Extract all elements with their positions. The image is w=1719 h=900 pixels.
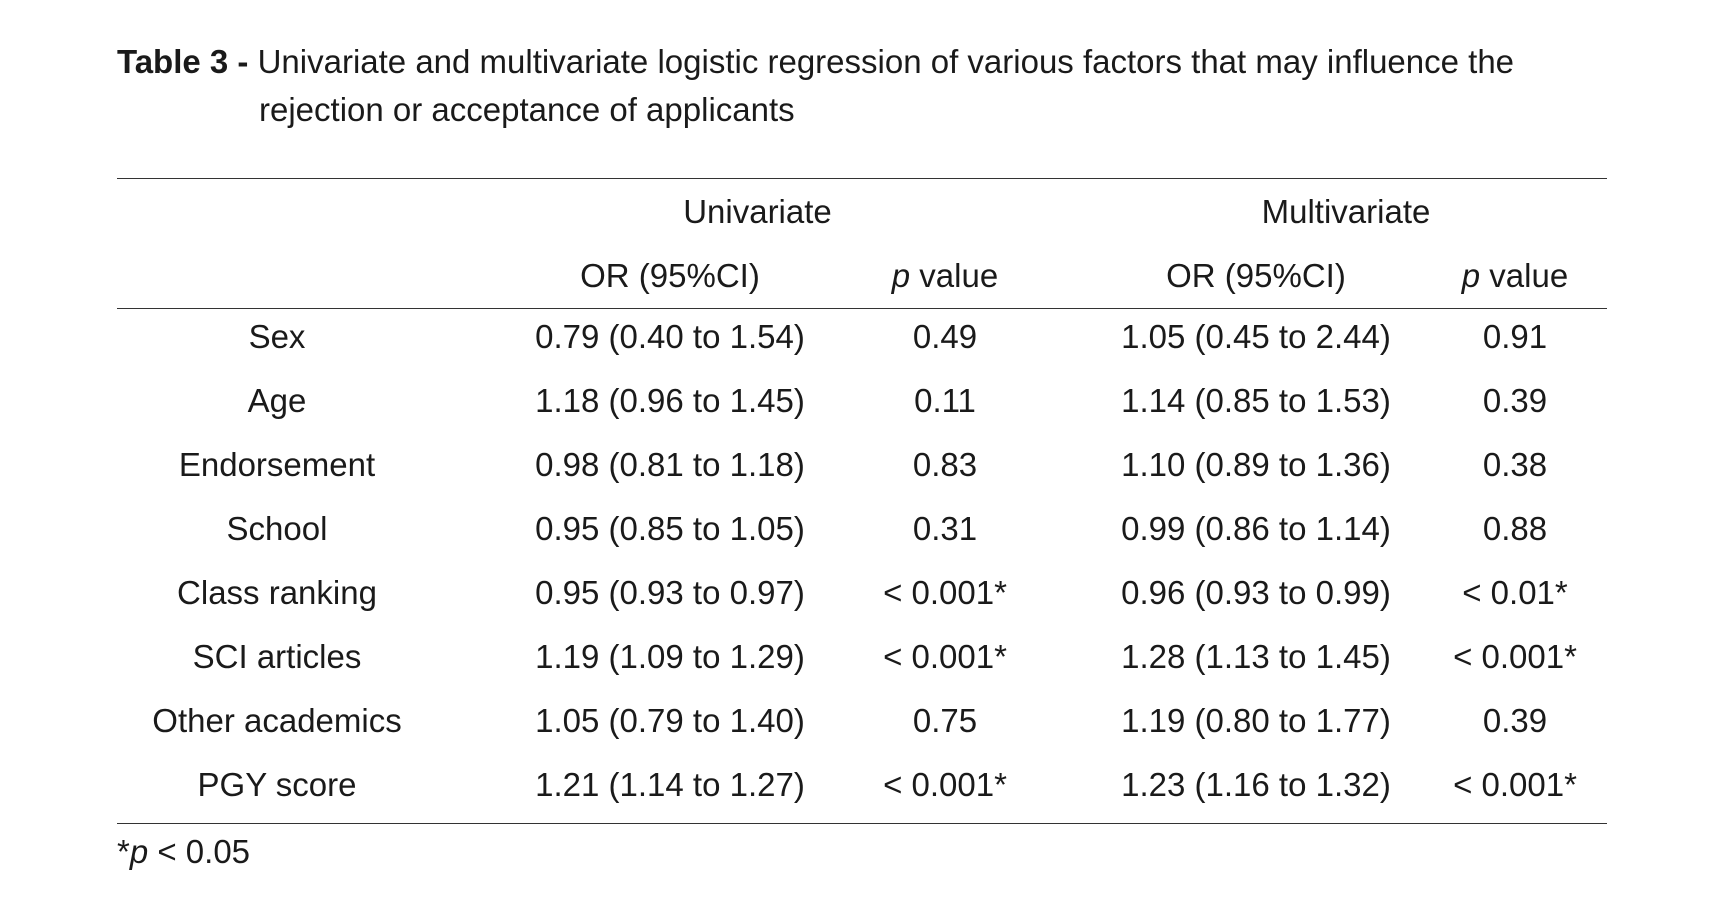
cell-univariate-p: < 0.001* [883, 638, 1007, 675]
header-multivariate-or: OR (95%CI) [1166, 257, 1346, 294]
cell-multivariate-or: 1.05 (0.45 to 2.44) [1121, 318, 1391, 355]
cell-multivariate-or: 0.99 (0.86 to 1.14) [1121, 510, 1391, 547]
cell-variable: Age [247, 382, 307, 419]
table-caption: Table 3 - Univariate and multivariate lo… [117, 38, 1637, 134]
table-header-rule [117, 308, 1607, 309]
caption-text-line2: rejection or acceptance of applicants [259, 91, 795, 128]
cell-variable: Sex [248, 318, 306, 355]
cell-univariate-or: 1.18 (0.96 to 1.45) [535, 382, 805, 419]
cell-univariate-or: 0.95 (0.85 to 1.05) [535, 510, 805, 547]
cell-multivariate-or: 1.28 (1.13 to 1.45) [1121, 638, 1391, 675]
cell-multivariate-p: < 0.01* [1462, 574, 1568, 611]
header-multivariate-p: p value [1425, 256, 1605, 296]
cell-variable: School [226, 510, 328, 547]
p-value-suffix: value [1480, 257, 1569, 294]
cell-variable: Endorsement [178, 446, 376, 483]
caption-text-line1: Univariate and multivariate logistic reg… [257, 43, 1515, 80]
cell-univariate-or: 0.95 (0.93 to 0.97) [535, 574, 805, 611]
cell-univariate-p: 0.49 [912, 318, 978, 355]
cell-univariate-p: 0.83 [912, 446, 978, 483]
table-bottom-rule [117, 823, 1607, 824]
p-symbol: p [891, 257, 911, 294]
header-univariate-p: p value [855, 256, 1035, 296]
cell-univariate-p: 0.11 [914, 382, 976, 419]
p-symbol: p [1461, 257, 1481, 294]
cell-multivariate-p: 0.91 [1482, 318, 1548, 355]
p-value-suffix: value [910, 257, 999, 294]
table-label: Table 3 - [117, 43, 249, 80]
header-group-multivariate: Multivariate [1261, 193, 1431, 230]
cell-multivariate-p: < 0.001* [1453, 638, 1577, 675]
cell-multivariate-p: 0.88 [1482, 510, 1548, 547]
table-top-rule [117, 178, 1607, 179]
cell-variable: SCI articles [192, 638, 362, 675]
cell-multivariate-p: 0.39 [1482, 382, 1548, 419]
cell-variable: Class ranking [177, 574, 377, 611]
cell-univariate-or: 1.05 (0.79 to 1.40) [535, 702, 805, 739]
cell-univariate-p: 0.31 [912, 510, 978, 547]
cell-univariate-p: 0.75 [912, 702, 978, 739]
footnote-text: < 0.05 [148, 833, 251, 870]
cell-multivariate-or: 1.19 (0.80 to 1.77) [1121, 702, 1391, 739]
cell-univariate-p: < 0.001* [883, 574, 1007, 611]
cell-variable: Other academics [152, 702, 402, 739]
cell-variable: PGY score [197, 766, 357, 803]
header-univariate-or: OR (95%CI) [580, 257, 760, 294]
cell-multivariate-or: 1.10 (0.89 to 1.36) [1121, 446, 1391, 483]
header-group-univariate: Univariate [683, 193, 832, 230]
cell-univariate-or: 1.21 (1.14 to 1.27) [535, 766, 805, 803]
cell-multivariate-p: 0.38 [1482, 446, 1548, 483]
cell-multivariate-or: 0.96 (0.93 to 0.99) [1121, 574, 1391, 611]
footnote-p: p [129, 833, 149, 870]
cell-multivariate-p: 0.39 [1482, 702, 1548, 739]
cell-multivariate-p: < 0.001* [1453, 766, 1577, 803]
footnote-star: * [117, 833, 130, 870]
cell-univariate-or: 1.19 (1.09 to 1.29) [535, 638, 805, 675]
cell-multivariate-or: 1.23 (1.16 to 1.32) [1121, 766, 1391, 803]
cell-univariate-p: < 0.001* [883, 766, 1007, 803]
table-footnote: *p < 0.05 [117, 832, 250, 872]
cell-univariate-or: 0.98 (0.81 to 1.18) [535, 446, 805, 483]
cell-univariate-or: 0.79 (0.40 to 1.54) [535, 318, 805, 355]
cell-multivariate-or: 1.14 (0.85 to 1.53) [1121, 382, 1391, 419]
